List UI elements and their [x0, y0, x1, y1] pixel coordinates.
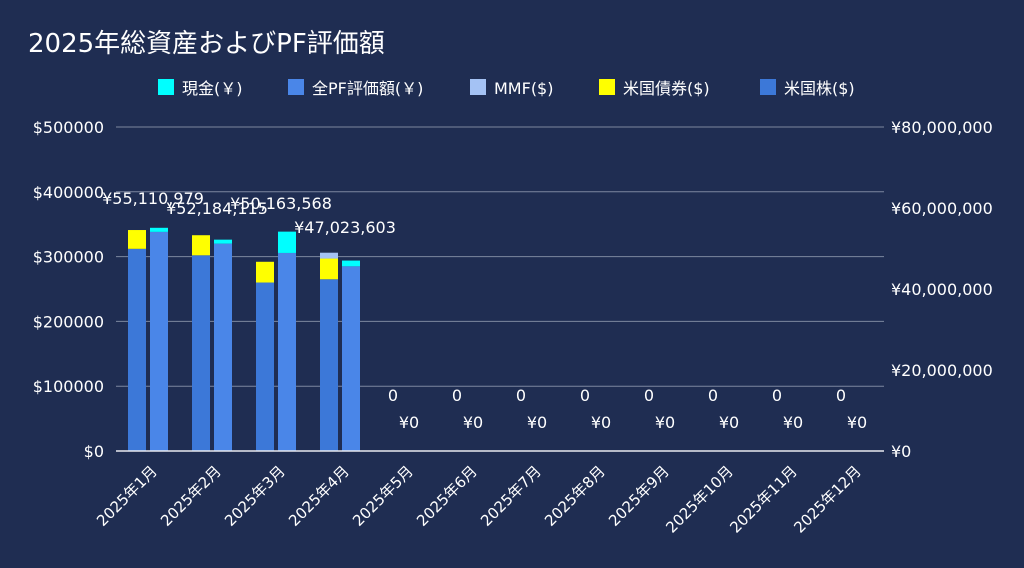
usd-total-label: 0 [516, 386, 526, 405]
data-labels: ¥55,110,979¥52,184,115¥50,163,568 ¥47,023… [102, 189, 867, 432]
jpy-total-label: ¥0 [783, 413, 803, 432]
jpy-total-label: ¥0 [655, 413, 675, 432]
legend-swatch [158, 79, 174, 95]
legend-label: 全PF評価額(￥) [312, 79, 423, 98]
legend-swatch [760, 79, 776, 95]
x-axis-tick: 2025年4月 [285, 462, 353, 530]
usd-bar-segment [128, 248, 146, 451]
usd-total-label: 0 [388, 386, 398, 405]
jpy-bar-segment [214, 243, 232, 451]
chart-title: 2025年総資産およびPF評価額 [28, 29, 385, 59]
right-axis-tick: ¥60,000,000 [891, 199, 993, 218]
jpy-total-label: ¥50,163,568 [230, 194, 332, 213]
right-axis: ¥0 ¥20,000,000 ¥40,000,000 ¥60,000,000 ¥80,0… [891, 118, 993, 461]
legend-label: 米国債券($) [623, 79, 710, 98]
left-axis: $0 $100000 $200000 $300000 $400000 $500000 [33, 118, 104, 461]
left-axis-tick: $300000 [33, 248, 104, 267]
x-axis-tick: 2025年6月 [413, 462, 481, 530]
jpy-bar-segment [342, 266, 360, 451]
usd-total-label: 0 [836, 386, 846, 405]
jpy-bar-segment [342, 260, 360, 267]
jpy-bar-segment [278, 231, 296, 253]
jpy-total-label: ¥55,110,979 [102, 189, 204, 208]
usd-bar-segment [192, 235, 210, 256]
x-axis-tick: 2025年1月 [93, 462, 161, 530]
jpy-bar-segment [214, 239, 232, 244]
usd-bar-segment [320, 258, 338, 280]
jpy-total-label: ¥0 [591, 413, 611, 432]
usd-bar-segment [256, 261, 274, 283]
legend-label: MMF($) [494, 79, 553, 98]
jpy-total-label: ¥0 [463, 413, 483, 432]
jpy-total-label: ¥0 [719, 413, 739, 432]
x-axis-tick: 2025年8月 [541, 462, 609, 530]
usd-total-label: 0 [452, 386, 462, 405]
x-axis-tick: 2025年9月 [605, 462, 673, 530]
usd-total-label: 0 [580, 386, 590, 405]
x-axis-tick: 2025年10月 [662, 462, 736, 536]
jpy-bar-segment [278, 252, 296, 451]
bars [116, 227, 884, 452]
usd-total-label: 0 [708, 386, 718, 405]
legend-label: 現金(￥) [182, 79, 243, 98]
x-axis-tick: 2025年3月 [221, 462, 289, 530]
right-axis-tick: ¥20,000,000 [891, 361, 993, 380]
x-axis-tick: 2025年12月 [790, 462, 864, 536]
jpy-total-label: ¥47,023,603 [294, 218, 396, 237]
jpy-total-label: ¥0 [527, 413, 547, 432]
x-axis-tick: 2025年2月 [157, 462, 225, 530]
x-axis-tick: 2025年7月 [477, 462, 545, 530]
legend-swatch [470, 79, 486, 95]
jpy-total-label: ¥0 [399, 413, 419, 432]
legend: 現金(￥) 全PF評価額(￥) MMF($) 米国債券($) 米国株($) [158, 79, 855, 98]
usd-bar-segment [256, 282, 274, 451]
x-axis: 2025年1月2025年2月2025年3月2025年4月2025年5月2025年… [93, 462, 865, 536]
usd-total-label: 0 [644, 386, 654, 405]
left-axis-tick: $500000 [33, 118, 104, 137]
jpy-total-label: ¥52,184,115 [166, 199, 268, 218]
gridlines [116, 126, 884, 387]
x-axis-tick: 2025年11月 [726, 462, 800, 536]
usd-bar-segment [192, 255, 210, 451]
left-axis-tick: $100000 [33, 377, 104, 396]
right-axis-tick: ¥40,000,000 [891, 280, 993, 299]
legend-swatch [288, 79, 304, 95]
usd-bar-segment [320, 252, 338, 259]
jpy-bar-segment [150, 227, 168, 232]
usd-bar-segment [320, 279, 338, 451]
left-axis-tick: $200000 [33, 312, 104, 331]
right-axis-tick: ¥0 [891, 442, 911, 461]
legend-label: 米国株($) [784, 79, 855, 98]
usd-total-label: 0 [772, 386, 782, 405]
left-axis-tick: $400000 [33, 183, 104, 202]
left-axis-tick: $0 [84, 442, 104, 461]
x-axis-tick: 2025年5月 [349, 462, 417, 530]
jpy-total-label: ¥0 [847, 413, 867, 432]
usd-bar-segment [128, 230, 146, 249]
jpy-bar-segment [150, 231, 168, 451]
right-axis-tick: ¥80,000,000 [891, 118, 993, 137]
legend-swatch [599, 79, 615, 95]
